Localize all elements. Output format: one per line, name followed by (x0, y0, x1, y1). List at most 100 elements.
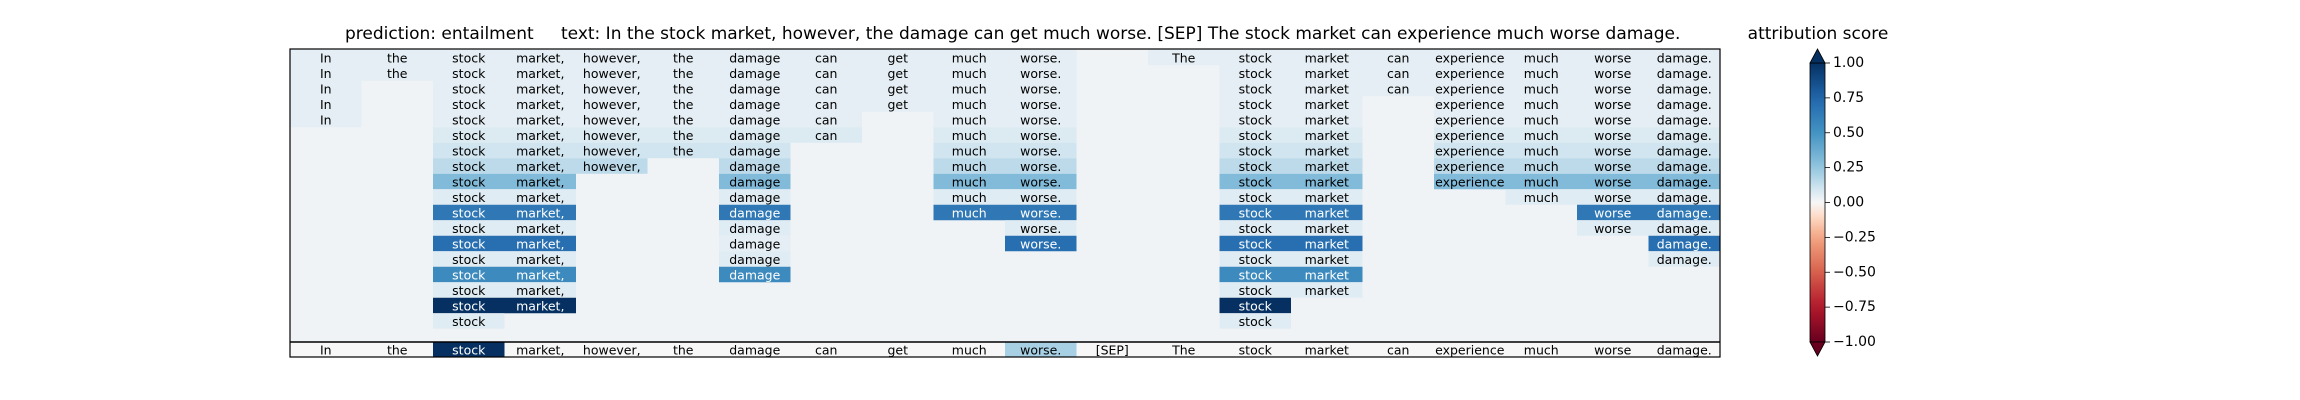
final-row-cell (933, 341, 1005, 358)
token-label: much (1524, 175, 1559, 190)
heatmap-cell (790, 65, 862, 81)
colorbar-extend-min-arrow (1809, 341, 1826, 357)
token-label: much (1524, 128, 1559, 143)
token-label: market (1305, 66, 1349, 81)
heatmap-cell (1005, 65, 1077, 81)
final-row-token-label: can (815, 343, 837, 358)
heatmap-cell (1648, 251, 1720, 267)
heatmap-cell (1577, 204, 1649, 221)
token-label: damage (729, 82, 780, 97)
token-label: stock (452, 113, 486, 128)
heatmap-cell (1648, 49, 1720, 66)
token-label: stock (452, 51, 486, 66)
heatmap-cell (433, 65, 505, 81)
heatmap-cell (1005, 235, 1077, 252)
colorbar-extend-max-arrow (1809, 48, 1826, 64)
heatmap-cell (576, 158, 648, 174)
heatmap-cell (1648, 220, 1720, 236)
final-row-token-label: the (387, 343, 408, 358)
token-label: stock (452, 237, 486, 252)
token-label: stock (1239, 221, 1273, 236)
heatmap-cell (719, 204, 791, 221)
heatmap-cell (933, 173, 1005, 190)
colorbar-tick-label: 0.50 (1833, 125, 1864, 141)
heatmap-cell (647, 96, 719, 112)
heatmap-cell (719, 127, 791, 143)
heatmap-cell (1434, 111, 1506, 128)
token-label: experience (1435, 113, 1505, 128)
heatmap-cell (1291, 282, 1363, 298)
heatmap-cell (1291, 127, 1363, 143)
token-label: the (387, 51, 408, 66)
colorbar-tick-label: −1.00 (1833, 334, 1876, 350)
final-row-cell (1362, 341, 1434, 358)
final-row-token-label: damage. (1657, 343, 1712, 358)
final-row-token-label: worse (1594, 343, 1632, 358)
token-label: stock (452, 252, 486, 267)
heatmap-cell (719, 49, 791, 66)
token-label: stock (1239, 113, 1273, 128)
token-label: damage (729, 97, 780, 112)
heatmap-cell (862, 96, 934, 112)
heatmap-cell (862, 80, 934, 97)
token-label: damage. (1657, 113, 1712, 128)
token-label: stock (452, 268, 486, 283)
token-label: worse. (1020, 51, 1061, 66)
heatmap-cell (719, 158, 791, 174)
heatmap-cell (433, 297, 505, 314)
heatmap-cell (576, 142, 648, 159)
heatmap-cell (647, 80, 719, 97)
heatmap-cell (1577, 80, 1649, 97)
heatmap-cell (1005, 96, 1077, 112)
heatmap-cell (1577, 158, 1649, 174)
heatmap-cell (790, 127, 862, 143)
token-label: market, (516, 66, 564, 81)
token-label: damage (729, 113, 780, 128)
token-label: damage (729, 128, 780, 143)
heatmap-cell (1577, 49, 1649, 66)
heatmap-cell (433, 142, 505, 159)
final-row-token-label: stock (1239, 343, 1273, 358)
heatmap-cell (933, 80, 1005, 97)
heatmap-cell (719, 96, 791, 112)
token-label: market (1305, 144, 1349, 159)
token-label: market, (516, 221, 564, 236)
token-label: the (673, 144, 694, 159)
token-label: stock (452, 206, 486, 221)
token-label: stock (452, 144, 486, 159)
chart-title-text: text: In the stock market, however, the … (561, 24, 1680, 44)
final-row-cell (433, 341, 505, 358)
token-label: market (1305, 159, 1349, 174)
token-label: In (320, 97, 332, 112)
heatmap-cell (1505, 65, 1577, 81)
token-label: stock (452, 283, 486, 298)
heatmap-cells (290, 49, 1720, 358)
token-label: stock (452, 97, 486, 112)
token-label: market, (516, 128, 564, 143)
colorbar-tick-label: 0.00 (1833, 195, 1864, 211)
token-label: market (1305, 206, 1349, 221)
token-label: can (815, 128, 837, 143)
token-label: the (673, 113, 694, 128)
token-label: stock (1239, 128, 1273, 143)
heatmap-cell (862, 65, 934, 81)
final-row-token-label: market (1305, 343, 1349, 358)
heatmap-cell (361, 65, 433, 81)
token-label: damage (729, 221, 780, 236)
token-label: however, (583, 144, 641, 159)
heatmap-cell (504, 65, 576, 81)
heatmap-cell (719, 251, 791, 267)
heatmap-cell (647, 142, 719, 159)
token-label: In (320, 66, 332, 81)
heatmap-cell (1505, 142, 1577, 159)
heatmap-cell (1005, 220, 1077, 236)
heatmap-cell (290, 96, 362, 112)
heatmap-cell (576, 111, 648, 128)
token-label: market, (516, 252, 564, 267)
token-label: damage. (1657, 51, 1712, 66)
token-label: get (887, 51, 908, 66)
token-label: experience (1435, 82, 1505, 97)
token-label: worse (1594, 221, 1632, 236)
heatmap-cell (1219, 297, 1291, 314)
heatmap-cell (1362, 49, 1434, 66)
